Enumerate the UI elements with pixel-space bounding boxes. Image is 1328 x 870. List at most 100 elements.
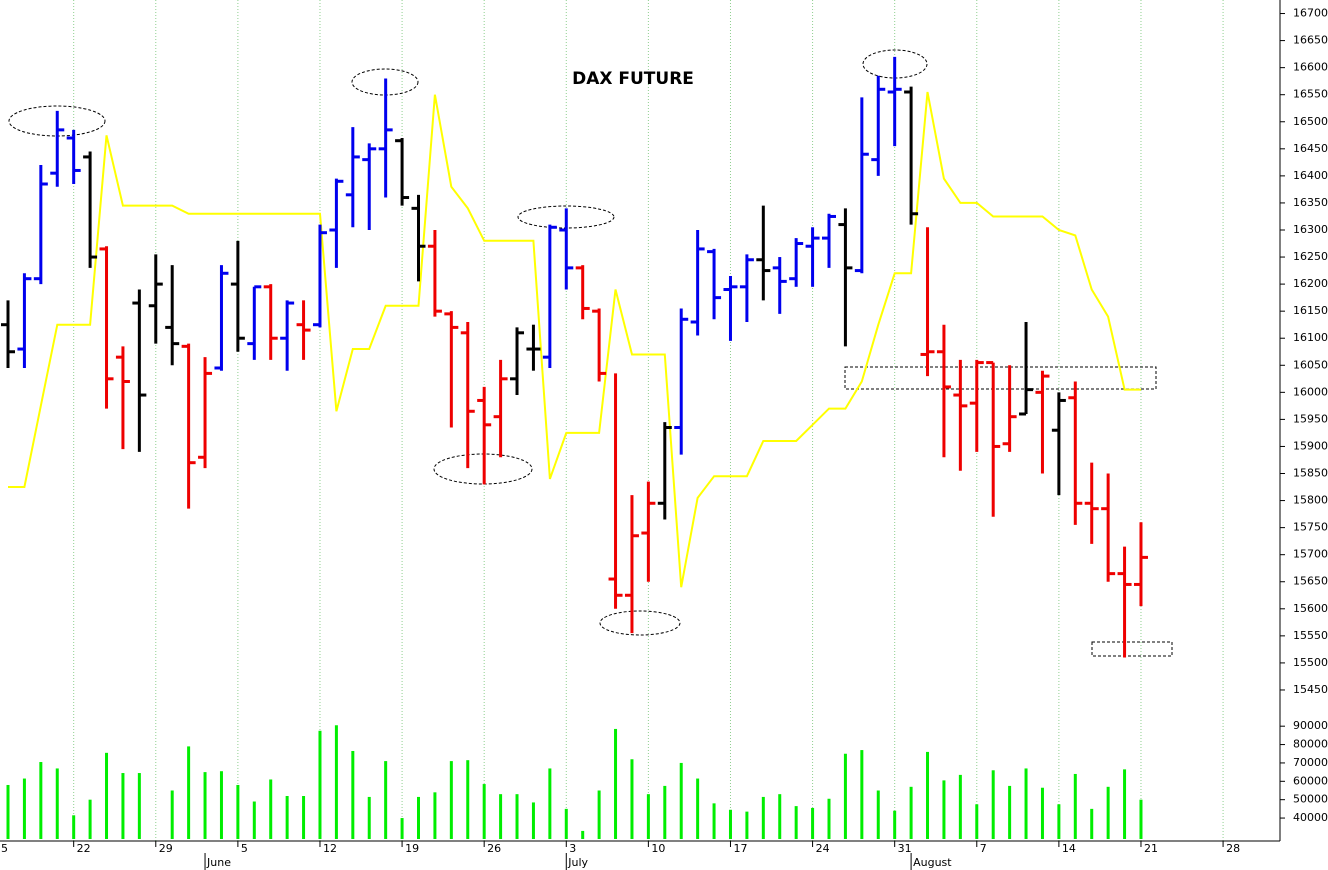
y-tick-label: 16300 [1293, 223, 1328, 236]
y-tick-label: 15600 [1293, 602, 1328, 615]
y-tick-label: 16250 [1293, 250, 1328, 263]
volume-bar [761, 796, 765, 839]
volume-bar [187, 746, 191, 839]
chart-title: DAX FUTURE [572, 69, 694, 89]
volume-bar [1073, 773, 1077, 839]
annotation-box [844, 366, 1157, 390]
volume-bar [1106, 786, 1110, 839]
volume-bar [548, 768, 552, 839]
x-tick-label: 10 [651, 842, 665, 855]
volume-bar [1057, 804, 1061, 839]
volume-bar [958, 774, 962, 839]
volume-bar [827, 798, 831, 839]
y-tick-label: 15800 [1293, 494, 1328, 507]
y-tick-label: 15450 [1293, 683, 1328, 696]
indicator-line [8, 91, 1141, 588]
volume-bar [400, 818, 404, 839]
y-tick-label: 15650 [1293, 575, 1328, 588]
x-tick-label: 19 [405, 842, 419, 855]
background-layer [73, 0, 1224, 841]
volume-bar [794, 806, 798, 839]
annotation-ellipse [599, 610, 681, 636]
volume-bar [39, 762, 43, 839]
x-tick-label: 12 [323, 842, 337, 855]
y-tick-label: 16200 [1293, 277, 1328, 290]
volume-bar [614, 728, 618, 839]
y-tick-label: 16400 [1293, 169, 1328, 182]
volume-bar [893, 810, 897, 839]
volume-bar [926, 751, 930, 839]
volume-bar [728, 809, 732, 839]
volume-bar [22, 778, 26, 839]
volume-bar [351, 750, 355, 839]
y-tick-label: 16050 [1293, 358, 1328, 371]
volume-bar [1008, 785, 1012, 839]
volume-bar [564, 808, 568, 839]
y-tick-label: 16700 [1293, 7, 1328, 20]
volume-bar [745, 811, 749, 839]
volume-bar [811, 807, 815, 839]
x-tick-label: 29 [159, 842, 173, 855]
volume-bar [860, 750, 864, 839]
y-tick-label: 15700 [1293, 548, 1328, 561]
volume-bar [285, 796, 289, 839]
volume-bar [88, 799, 92, 839]
volume-bar [1123, 769, 1127, 839]
y-tick-label: 15850 [1293, 467, 1328, 480]
y-tick-label: 15900 [1293, 439, 1328, 452]
volume-bar [105, 752, 109, 839]
volume-bar [597, 790, 601, 839]
volume-bar [466, 760, 470, 839]
x-tick-label: 5 [241, 842, 248, 855]
volume-bar [318, 730, 322, 839]
volume-bar [1139, 799, 1143, 839]
y-tick-label: 15750 [1293, 521, 1328, 534]
volume-bar [482, 784, 486, 839]
volume-bar [646, 794, 650, 839]
volume-bar [219, 771, 223, 839]
volume-bar [942, 780, 946, 839]
volume-bar [137, 773, 141, 839]
x-tick-label: 31 [898, 842, 912, 855]
volume-bar [203, 772, 207, 839]
volume-bar [843, 753, 847, 839]
volume-bar [417, 796, 420, 839]
x-tick-label: 26 [487, 842, 501, 855]
volume-bar [252, 801, 256, 839]
x-tick-label: 21 [1144, 842, 1158, 855]
y-tick-label: 16600 [1293, 61, 1328, 74]
y-tick-label: 50000 [1293, 793, 1328, 806]
volume-bar [778, 794, 782, 839]
y-tick-label: 16500 [1293, 115, 1328, 128]
volume-bar [679, 762, 683, 839]
x-tick-label: 3 [569, 842, 576, 855]
y-tick-label: 16450 [1293, 142, 1328, 155]
volume-bar [1040, 787, 1044, 839]
volume-bar [236, 784, 240, 839]
volume-bar [991, 770, 995, 839]
y-tick-label: 16100 [1293, 331, 1328, 344]
month-label: July [567, 856, 588, 869]
volume-bar [449, 761, 453, 839]
volume-bar [302, 796, 306, 839]
volume-bar [531, 802, 535, 839]
x-tick-label: 17 [733, 842, 747, 855]
volume-bar [630, 759, 634, 839]
volume-bar [121, 773, 125, 839]
y-tick-label: 16350 [1293, 196, 1328, 209]
volume-bar [1090, 808, 1094, 839]
y-tick-label: 15550 [1293, 629, 1328, 642]
x-tick-label: 24 [816, 842, 830, 855]
volume-bar [384, 761, 388, 839]
volume-bar [433, 792, 437, 839]
volume-bar [55, 768, 59, 839]
y-tick-label: 16150 [1293, 304, 1328, 317]
volume-bar [581, 830, 585, 839]
volume-bar [499, 794, 503, 839]
y-tick-label: 15500 [1293, 656, 1328, 669]
x-tick-label: 14 [1062, 842, 1076, 855]
x-tick-label: 28 [1226, 842, 1240, 855]
volume-bar [170, 790, 174, 839]
